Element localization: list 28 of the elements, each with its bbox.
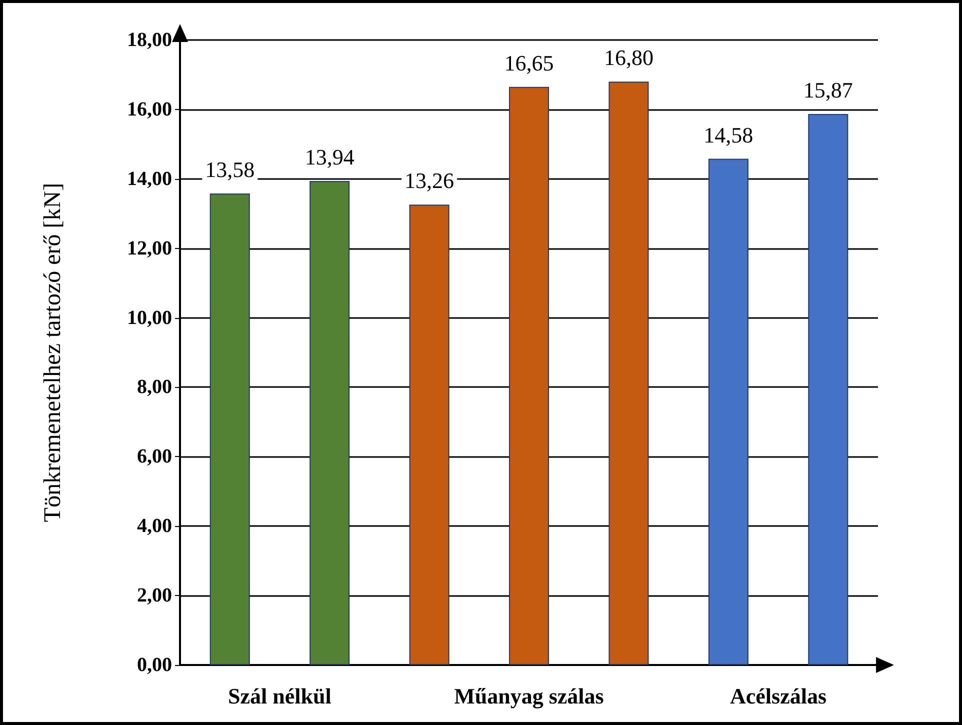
bar <box>409 204 450 665</box>
data-label: 16,80 <box>604 45 654 70</box>
y-tick-label: 10,00 <box>127 306 172 329</box>
y-tick-label: 0,00 <box>137 654 172 676</box>
bar <box>310 180 350 665</box>
data-label: 16,65 <box>504 50 554 76</box>
y-tick-label: 2,00 <box>137 584 172 607</box>
data-label: 13,94 <box>304 144 354 170</box>
bar <box>708 158 748 665</box>
y-tick-label: 18,00 <box>127 29 172 51</box>
y-tick-label: 12,00 <box>127 237 172 260</box>
y-tick-label: 6,00 <box>137 446 172 468</box>
bar <box>509 86 549 665</box>
data-label: 15,87 <box>803 77 853 102</box>
bar <box>210 193 250 665</box>
text: Acélszálas <box>730 684 827 708</box>
data-label: 14,58 <box>704 122 754 148</box>
y-tick-label: 16,00 <box>127 98 172 120</box>
y-axis-title: Tönkremenetelhez tartozó erő [kN] <box>40 182 66 522</box>
y-tick-label: 4,00 <box>137 515 172 538</box>
text: Szál nélkül <box>228 684 332 708</box>
data-label: 13,58 <box>205 156 255 182</box>
data-label: 13,26 <box>404 168 454 194</box>
text: Műanyag szálas <box>454 684 604 708</box>
y-tick-label: 8,00 <box>137 376 172 398</box>
bar <box>608 82 649 665</box>
y-tick-label: 14,00 <box>127 168 172 190</box>
bar <box>808 114 848 665</box>
